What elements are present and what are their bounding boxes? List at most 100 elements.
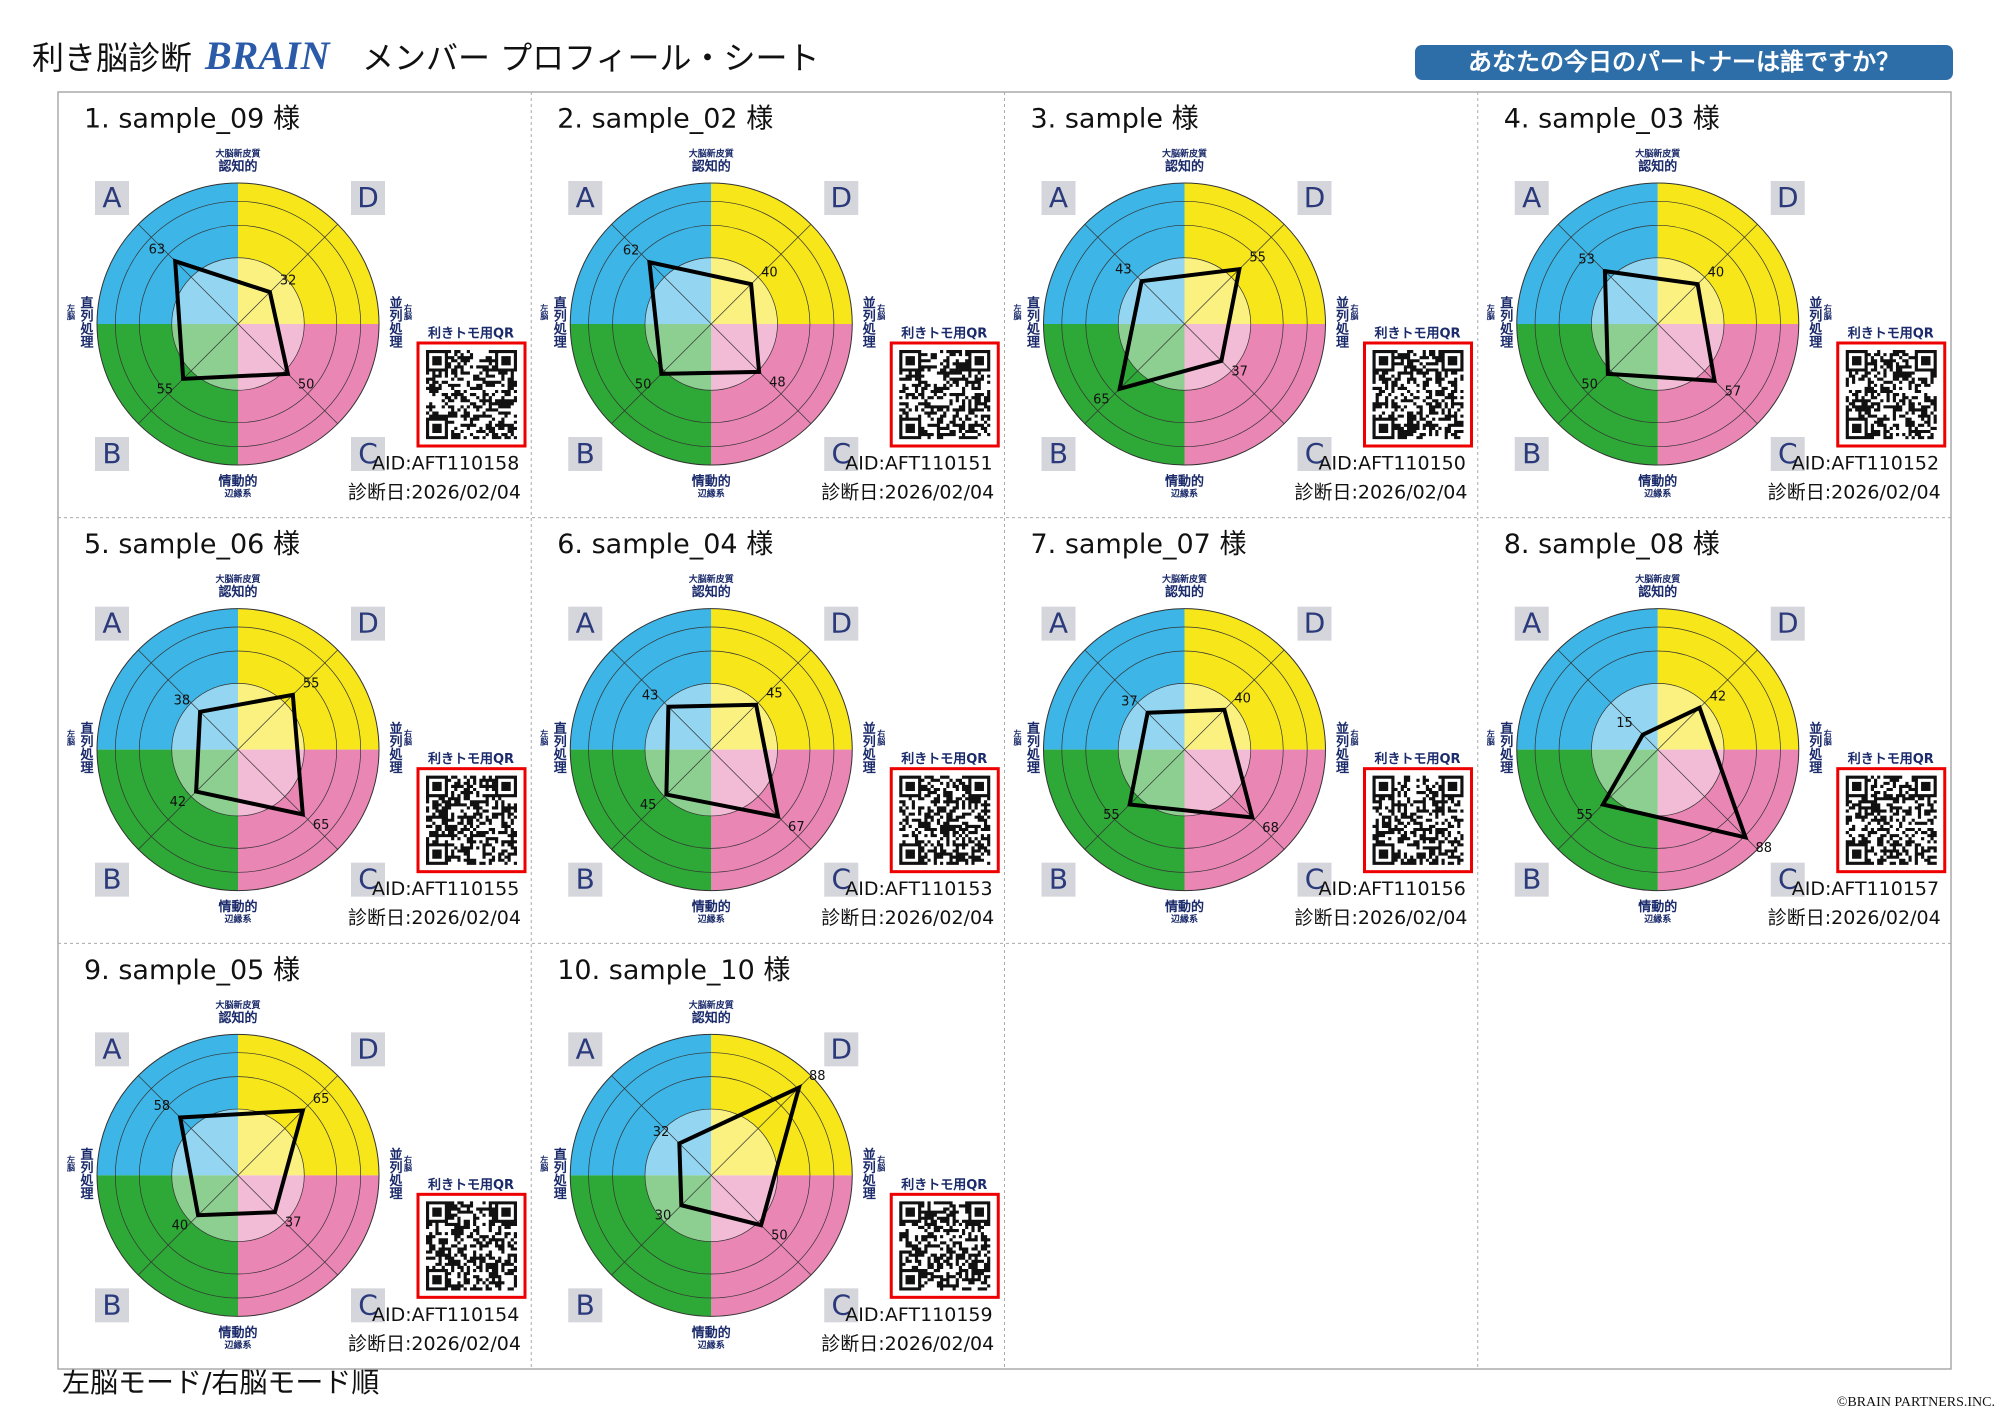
axis-label: 並列処理 xyxy=(1333,721,1350,774)
quadrant-letter-box xyxy=(1770,181,1805,215)
qr-code xyxy=(1372,775,1464,865)
score-label: 65 xyxy=(313,818,330,833)
axis-line xyxy=(611,224,712,325)
score-polygon xyxy=(1599,705,1749,841)
quadrant-letter: A xyxy=(1049,607,1068,640)
axis-label: 情動的 xyxy=(218,1325,257,1341)
ring xyxy=(588,626,835,873)
score-label: 42 xyxy=(170,795,187,810)
axis-label-small: 大脳新皮質 xyxy=(215,573,260,585)
score-label: 63 xyxy=(149,243,166,258)
card-aid: AID:AFT110155 xyxy=(372,878,519,900)
axis-line xyxy=(1084,749,1185,850)
ring xyxy=(588,200,835,448)
axis-label-small: 右脳 xyxy=(1823,729,1832,747)
quadrant-letter-box xyxy=(568,1032,603,1067)
axis-label: 並列処理 xyxy=(387,1147,404,1200)
axis-line xyxy=(237,224,338,325)
quadrant-letter: D xyxy=(830,1032,852,1065)
ring xyxy=(569,1033,853,1317)
qr-code xyxy=(426,775,517,865)
score-polygon xyxy=(194,692,306,817)
axis-line xyxy=(1557,224,1658,325)
axis-label-small: 左脳 xyxy=(540,1154,549,1172)
quadrant-letter-box xyxy=(824,181,859,215)
axis-label-small: 右脳 xyxy=(877,729,886,747)
card-title: 6. sample_04 様 xyxy=(557,529,773,560)
score-label: 55 xyxy=(1576,808,1593,823)
axis-line xyxy=(711,1075,812,1176)
card-aid: AID:AFT110156 xyxy=(1319,878,1466,900)
badge-text: あなたの今日のパートナーは誰ですか？ xyxy=(1468,48,1900,76)
score-label: 62 xyxy=(623,244,640,259)
quadrant-letter-box xyxy=(1041,606,1076,641)
axis-line xyxy=(1557,649,1658,750)
quadrant-letter: C xyxy=(831,437,851,470)
quadrant-letter-box xyxy=(95,1288,129,1323)
grid xyxy=(57,91,1952,1370)
quadrant-letter-box xyxy=(95,1032,129,1067)
axis-label-small: 大脳新皮質 xyxy=(215,148,260,160)
axis-label: 直列処理 xyxy=(551,721,568,774)
axis-label-small: 辺縁系 xyxy=(1171,488,1198,500)
card-title: 5. sample_06 様 xyxy=(84,529,300,560)
quadrant-letter: B xyxy=(102,1288,121,1321)
axis-label-small: 辺縁系 xyxy=(698,488,725,500)
axis-label-small: 右脳 xyxy=(877,1154,886,1172)
qr-code xyxy=(1845,350,1937,440)
card-title: 10. sample_10 様 xyxy=(557,955,790,986)
quadrant-letter: D xyxy=(1304,607,1326,640)
quadrant-letter: C xyxy=(1305,437,1325,470)
axis-label-small: 右脳 xyxy=(1823,303,1832,321)
ring xyxy=(644,1108,778,1242)
quadrant-letter-box xyxy=(824,862,859,897)
quadrant-letter: D xyxy=(830,181,852,214)
ring xyxy=(569,182,853,466)
axis-label-small: 大脳新皮質 xyxy=(689,148,734,160)
axis-line xyxy=(1657,323,1758,424)
quadrant-letter-box xyxy=(1297,437,1332,471)
ring xyxy=(1591,257,1725,391)
axis-label-small: 大脳新皮質 xyxy=(1162,148,1207,160)
axis-label: 並列処理 xyxy=(860,295,877,348)
axis-line xyxy=(1184,323,1285,424)
ring xyxy=(588,1052,835,1299)
qr-code xyxy=(899,350,991,440)
score-label: 67 xyxy=(788,820,805,835)
quadrant-letter-box xyxy=(1514,181,1549,215)
axis-line xyxy=(138,1175,239,1276)
ring xyxy=(644,683,778,817)
quadrant-letter: D xyxy=(1777,181,1799,214)
quadrant-letter: B xyxy=(1049,863,1068,896)
copyright: ©BRAIN PARTNERS.INC. xyxy=(1837,1395,1995,1410)
quadrant-letter-box xyxy=(568,1288,603,1323)
quadrant-letter-box xyxy=(824,606,859,641)
ring xyxy=(138,224,338,424)
quadrant-letter-box xyxy=(1297,181,1332,215)
quadrant-letter: B xyxy=(576,863,595,896)
axis-label: 認知的 xyxy=(692,584,731,600)
ring xyxy=(1061,200,1308,448)
score-label: 55 xyxy=(1249,251,1266,266)
axis-line xyxy=(611,1075,712,1176)
axis-line xyxy=(237,649,338,750)
axis-line xyxy=(237,749,338,850)
score-label: 43 xyxy=(1115,263,1132,278)
quadrant-letter-box xyxy=(95,862,129,897)
ring xyxy=(1061,626,1308,873)
score-label: 68 xyxy=(1262,821,1279,836)
axis-line xyxy=(611,1175,712,1276)
quadrant-letter: A xyxy=(576,607,595,640)
quadrant-letter: C xyxy=(358,437,378,470)
quadrant-letter-box xyxy=(1514,606,1549,641)
score-label: 45 xyxy=(640,798,657,813)
score-label: 40 xyxy=(761,266,778,281)
page-title: 利き脳診断 xyxy=(32,39,192,77)
score-label: 30 xyxy=(655,1209,672,1224)
card-date: 診断日:2026/02/04 xyxy=(1295,482,1468,504)
quadrant-letter: C xyxy=(1778,863,1798,896)
axis-label-small: 左脳 xyxy=(1013,729,1022,747)
ring xyxy=(1516,182,1800,466)
quadrant-letter: A xyxy=(1049,181,1068,214)
